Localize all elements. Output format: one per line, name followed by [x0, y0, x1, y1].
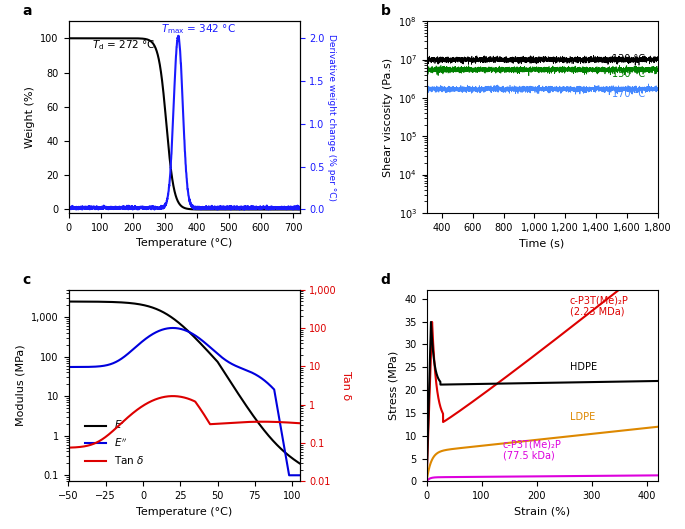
Text: LDPE: LDPE [570, 413, 595, 422]
Y-axis label: Derivative weight change (% per °C): Derivative weight change (% per °C) [327, 33, 336, 200]
Text: b: b [380, 4, 390, 19]
Y-axis label: Tan δ: Tan δ [340, 371, 351, 400]
X-axis label: Temperature (°C): Temperature (°C) [136, 238, 232, 248]
Text: HDPE: HDPE [570, 362, 597, 372]
Text: 150 °C: 150 °C [612, 69, 645, 79]
Text: d: d [380, 273, 390, 287]
Text: c: c [23, 273, 31, 287]
Text: c-P3T(Me)₂P
(2.23 MDa): c-P3T(Me)₂P (2.23 MDa) [570, 295, 629, 317]
X-axis label: Strain (%): Strain (%) [514, 507, 570, 517]
Text: c-P3T(Me)₂P
(77.5 kDa): c-P3T(Me)₂P (77.5 kDa) [503, 439, 562, 461]
Text: 130 °C: 130 °C [612, 54, 645, 63]
Text: 170 °C: 170 °C [612, 89, 645, 99]
Y-axis label: Stress (MPa): Stress (MPa) [389, 351, 399, 420]
X-axis label: Time (s): Time (s) [519, 238, 564, 248]
Y-axis label: Weight (%): Weight (%) [25, 86, 35, 148]
Text: $T_\mathrm{max}$ = 342 °C: $T_\mathrm{max}$ = 342 °C [161, 23, 236, 37]
X-axis label: Temperature (°C): Temperature (°C) [136, 507, 232, 517]
Text: a: a [23, 4, 32, 19]
Text: $T_\mathrm{d}$ = 272 °C: $T_\mathrm{d}$ = 272 °C [92, 38, 155, 52]
Legend: $E'$, $E''$, Tan $\delta$: $E'$, $E''$, Tan $\delta$ [81, 415, 149, 470]
Y-axis label: Shear viscosity (Pa.s): Shear viscosity (Pa.s) [383, 58, 393, 177]
Y-axis label: Modulus (MPa): Modulus (MPa) [16, 345, 25, 426]
